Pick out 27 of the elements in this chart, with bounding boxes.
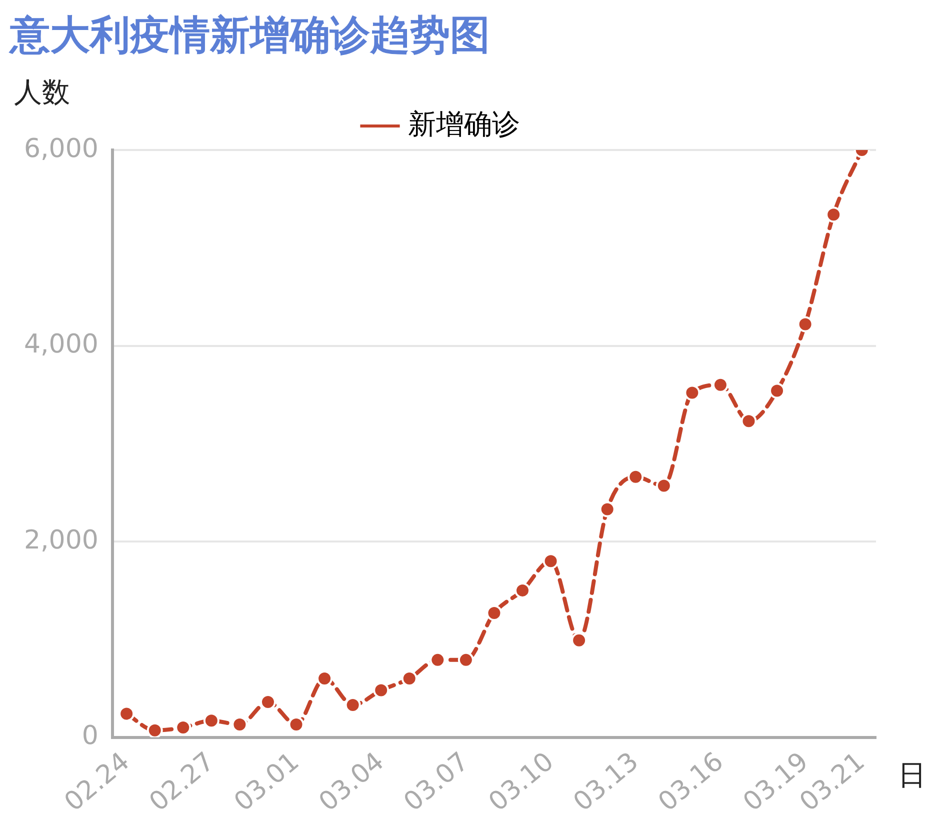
y-axis-title: 人数 — [14, 75, 70, 108]
point — [118, 706, 135, 722]
point — [486, 604, 502, 621]
chart-title: 意大利疫情新增确诊趋势图 — [8, 12, 490, 58]
point — [203, 712, 220, 729]
y-tick-label: 0 — [82, 721, 98, 752]
point — [797, 316, 814, 332]
y-tick-label: 6,000 — [24, 134, 98, 164]
y-tick-label: 4,000 — [24, 330, 98, 360]
point — [571, 632, 588, 648]
legend-label: 新增确诊 — [408, 107, 520, 140]
point — [146, 722, 163, 738]
point — [373, 682, 390, 698]
y-tick-label: 2,000 — [24, 525, 98, 556]
point — [712, 376, 728, 393]
point — [740, 413, 757, 430]
point — [316, 670, 333, 687]
point — [684, 384, 700, 401]
point — [458, 652, 474, 668]
point — [628, 468, 644, 485]
point — [826, 206, 842, 223]
point — [656, 478, 672, 494]
point — [599, 501, 616, 518]
x-axis-title: 日 — [898, 758, 926, 792]
point — [430, 652, 446, 668]
point — [542, 553, 559, 570]
point — [514, 582, 530, 598]
